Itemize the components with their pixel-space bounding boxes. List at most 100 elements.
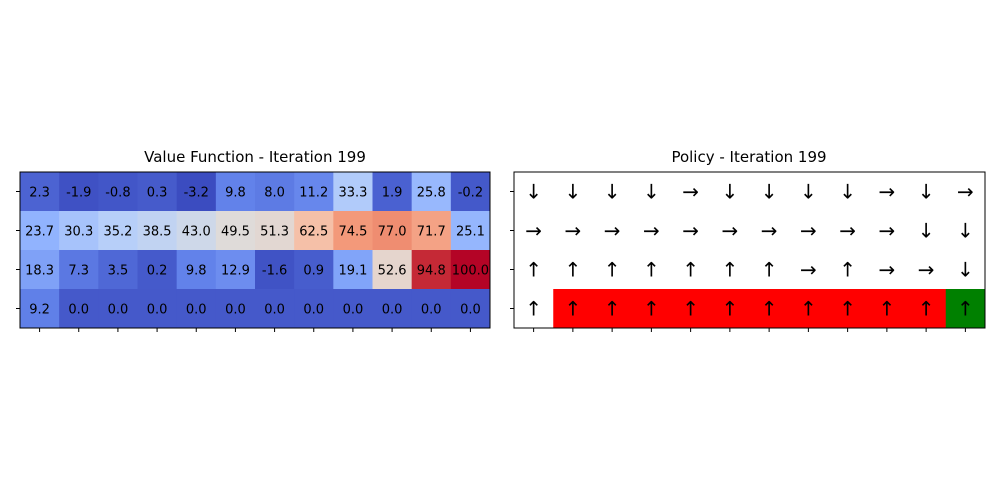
value-function-title: Value Function - Iteration 199 — [144, 148, 366, 166]
policy-arrow: ↓ — [564, 180, 581, 204]
heatmap-cell-label: 0.0 — [460, 303, 481, 318]
policy-cell — [592, 172, 633, 212]
policy-cell — [749, 172, 790, 212]
policy-arrow: ↑ — [604, 297, 621, 321]
value-axis-ticks — [16, 191, 471, 332]
policy-arrow: ↑ — [878, 297, 895, 321]
heatmap-cell — [333, 250, 373, 290]
policy-cell — [514, 211, 554, 251]
heatmap-cell-label: 3.5 — [108, 264, 129, 279]
policy-cell — [631, 250, 672, 290]
policy-arrow: → — [604, 219, 621, 243]
heatmap-cell — [255, 289, 295, 329]
policy-arrow: ↑ — [721, 258, 738, 282]
heatmap-cell-label: -3.2 — [184, 186, 209, 201]
policy-arrow: ↑ — [839, 297, 856, 321]
policy-cell — [631, 211, 672, 251]
policy-cell — [788, 250, 829, 290]
heatmap-cell — [294, 250, 334, 290]
heatmap-cell — [255, 211, 295, 251]
policy-cell — [945, 211, 986, 251]
policy-arrow: ↓ — [918, 219, 935, 243]
heatmap-cell-label: 0.0 — [382, 303, 403, 318]
policy-cell — [631, 289, 672, 329]
policy-arrow: ↓ — [761, 180, 778, 204]
heatmap-cell — [294, 289, 334, 329]
policy-cell — [710, 289, 750, 329]
heatmap-cell-label: 94.8 — [417, 264, 446, 279]
policy-cell — [906, 172, 947, 212]
policy-cell — [828, 211, 868, 251]
policy-arrow: ↑ — [761, 258, 778, 282]
policy-cell — [945, 172, 986, 212]
policy-cell — [710, 250, 750, 290]
heatmap-cell-label: 25.1 — [456, 225, 485, 240]
policy-arrow: ↓ — [643, 180, 660, 204]
policy-arrow: ↓ — [957, 219, 974, 243]
heatmap-cell — [215, 250, 256, 290]
heatmap-cell — [215, 211, 256, 251]
heatmap-cell — [59, 289, 99, 329]
heatmap-cell-label: 9.8 — [225, 186, 246, 201]
heatmap-cell-label: -1.6 — [262, 264, 287, 279]
policy-arrow: ↑ — [564, 258, 581, 282]
policy-cell — [671, 211, 711, 251]
policy-arrow: ↑ — [604, 258, 621, 282]
heatmap-cell — [372, 250, 413, 290]
heatmap-cell — [59, 250, 99, 290]
policy-arrow: ↑ — [564, 297, 581, 321]
policy-cell — [514, 250, 554, 290]
policy-arrow: → — [878, 180, 895, 204]
policy-cell — [749, 211, 790, 251]
policy-arrow: ↑ — [525, 297, 542, 321]
heatmap-cell-label: 51.3 — [260, 225, 289, 240]
policy-cell — [945, 289, 986, 329]
heatmap-cell-label: 0.0 — [264, 303, 285, 318]
policy-arrow: → — [957, 180, 974, 204]
policy-arrow: → — [800, 258, 817, 282]
policy-cell — [514, 172, 554, 212]
heatmap-cell-label: 8.0 — [264, 186, 285, 201]
policy-cell — [945, 250, 986, 290]
policy-arrow: ↑ — [957, 297, 974, 321]
heatmap-cell-label: 2.3 — [29, 186, 50, 201]
heatmap-cell-label: 0.0 — [147, 303, 168, 318]
heatmap-cell — [176, 289, 217, 329]
policy-arrow: ↑ — [839, 258, 856, 282]
policy-cell — [906, 289, 947, 329]
value-heatmap — [20, 172, 491, 329]
heatmap-cell — [137, 172, 178, 212]
heatmap-cell-label: 0.3 — [147, 186, 168, 201]
heatmap-cell — [20, 211, 60, 251]
policy-cell — [828, 172, 868, 212]
heatmap-cell-label: 30.3 — [64, 225, 93, 240]
policy-arrow: ↑ — [761, 297, 778, 321]
policy-cell — [788, 172, 829, 212]
heatmap-cell — [333, 172, 373, 212]
policy-grid — [514, 172, 986, 329]
policy-arrow: → — [682, 219, 699, 243]
heatmap-cell — [20, 250, 60, 290]
heatmap-cell — [450, 289, 491, 329]
policy-title: Policy - Iteration 199 — [671, 148, 826, 166]
heatmap-cell — [450, 172, 491, 212]
heatmap-cell-label: 11.2 — [299, 186, 328, 201]
heatmap-cell — [98, 211, 138, 251]
heatmap-cell-label: 38.5 — [143, 225, 172, 240]
policy-arrow: → — [800, 219, 817, 243]
policy-cell — [553, 172, 593, 212]
heatmap-cell — [20, 289, 60, 329]
policy-cell — [749, 289, 790, 329]
policy-cell — [828, 289, 868, 329]
policy-cell — [553, 250, 593, 290]
heatmap-cell — [59, 211, 99, 251]
heatmap-cell-label: 9.8 — [186, 264, 207, 279]
heatmap-cell-label: 0.0 — [108, 303, 129, 318]
heatmap-cell — [333, 211, 373, 251]
value-axes-frame — [19, 171, 491, 329]
policy-arrow: → — [839, 219, 856, 243]
policy-arrow: → — [525, 219, 542, 243]
policy-arrow: → — [878, 219, 895, 243]
heatmap-cell — [411, 172, 452, 212]
